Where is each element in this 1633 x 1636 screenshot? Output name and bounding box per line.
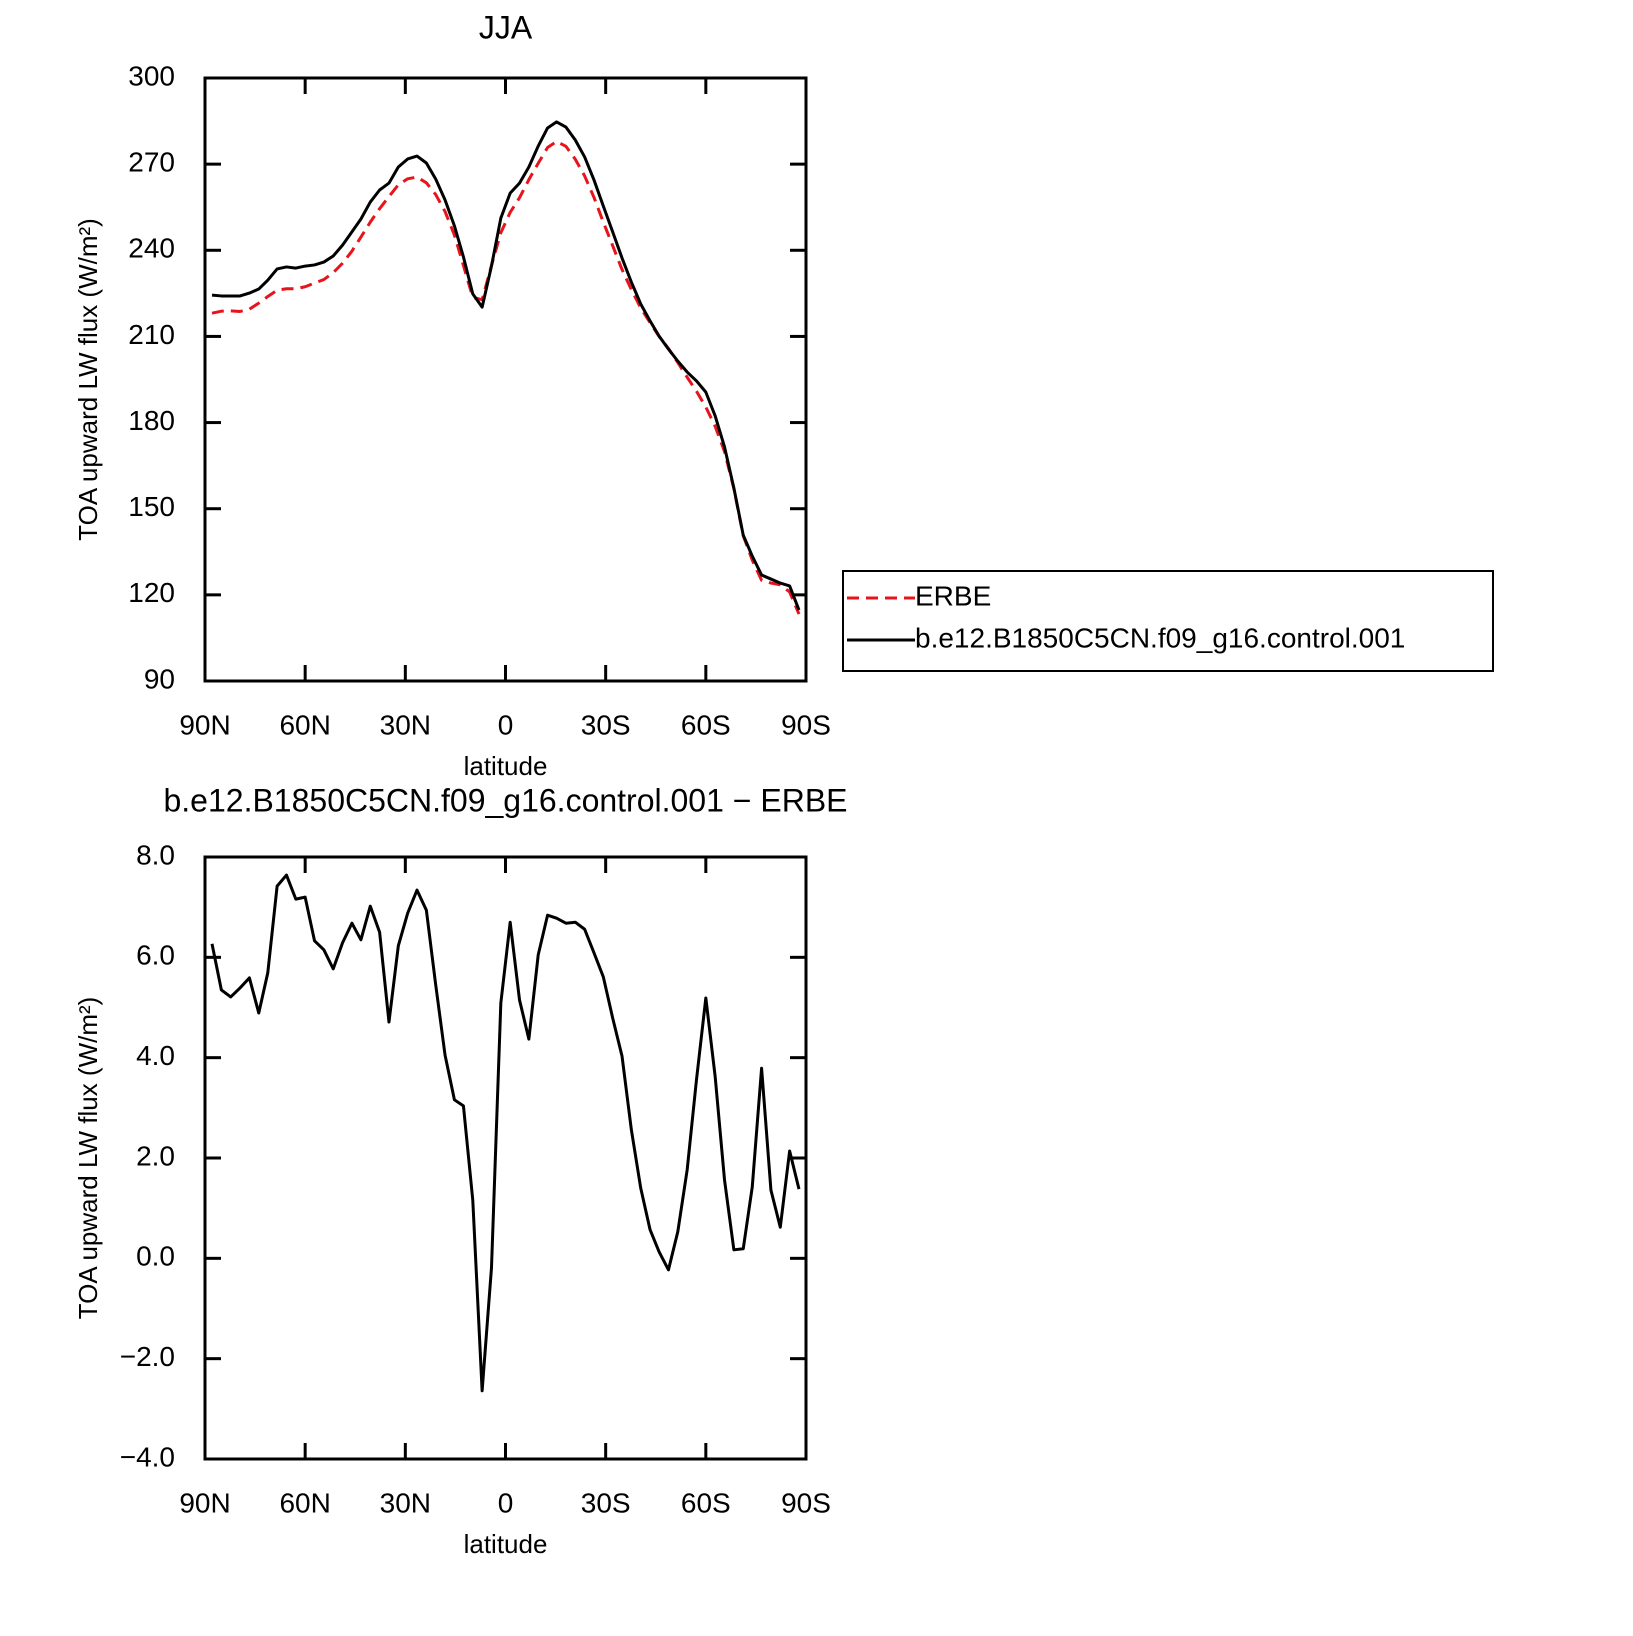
x-axis-label: latitude [464,1529,548,1559]
y-axis-label: TOA upward LW flux (W/m²) [73,218,103,541]
plot-frame [203,855,808,1461]
legend-label: b.e12.B1850C5CN.f09_g16.control.001 [915,622,1405,653]
y-tick-label: 120 [128,577,175,608]
y-tick-label: 0.0 [136,1241,175,1272]
x-tick-label: 60N [279,1487,330,1518]
legend-box [842,570,1494,672]
y-tick-label: 210 [128,319,175,350]
x-axis-label: latitude [464,751,548,781]
y-tick-label: −4.0 [120,1441,175,1472]
y-tick-label: 240 [128,233,175,264]
data-line [211,139,801,615]
y-tick-label: 8.0 [136,839,175,870]
x-tick-label: 90N [179,709,230,740]
y-axis-label: TOA upward LW flux (W/m²) [73,997,103,1320]
x-tick-label: 90S [781,1487,831,1518]
x-tick-label: 60N [279,709,330,740]
y-tick-label: 2.0 [136,1140,175,1171]
y-tick-label: 270 [128,147,175,178]
y-tick-label: 90 [144,663,175,694]
x-tick-label: 0 [498,1487,514,1518]
chart-title: JJA [479,9,533,45]
x-tick-label: 30S [581,709,631,740]
chart-title: b.e12.B1850C5CN.f09_g16.control.001 − ER… [163,782,847,818]
y-tick-label: 6.0 [136,940,175,971]
legend-label: ERBE [915,580,991,611]
data-line [211,120,801,611]
y-tick-label: 150 [128,491,175,522]
data-line [210,873,801,1393]
x-tick-label: 30N [380,1487,431,1518]
x-tick-label: 90S [781,709,831,740]
x-tick-label: 30N [380,709,431,740]
x-tick-label: 90N [179,1487,230,1518]
x-tick-label: 30S [581,1487,631,1518]
y-tick-label: −2.0 [120,1341,175,1372]
plot-frame [203,76,808,683]
y-tick-label: 300 [128,60,175,91]
x-tick-label: 60S [681,1487,731,1518]
x-tick-label: 0 [498,709,514,740]
y-tick-label: 180 [128,405,175,436]
y-tick-label: 4.0 [136,1040,175,1071]
x-tick-label: 60S [681,709,731,740]
